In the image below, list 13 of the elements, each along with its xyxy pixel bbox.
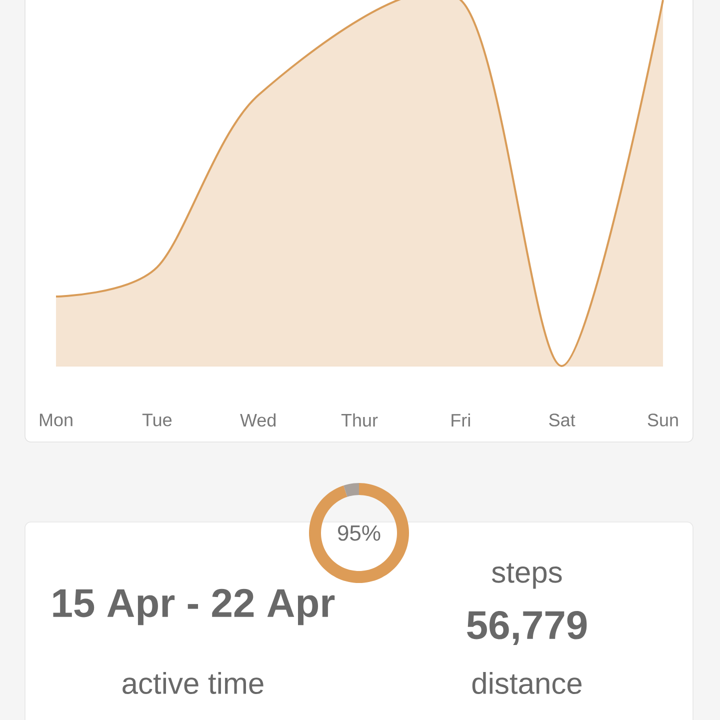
x-tick-label: Sat [549,414,576,426]
x-tick-label: Fri [452,413,470,427]
text: active time [122,672,264,694]
x-tick-label: Sun [648,414,678,426]
text: distance [472,672,582,694]
x-tick-label: Wed [240,413,276,427]
x-tick-label: Tue [142,414,172,426]
x-tick-label: Mon [40,414,72,426]
data-label: 95% [338,525,380,541]
text: steps [492,563,562,589]
text: 15 Apr - 22 Apr [53,588,335,626]
text: 56,779 [467,610,587,646]
x-tick-label: Thur [341,413,378,427]
